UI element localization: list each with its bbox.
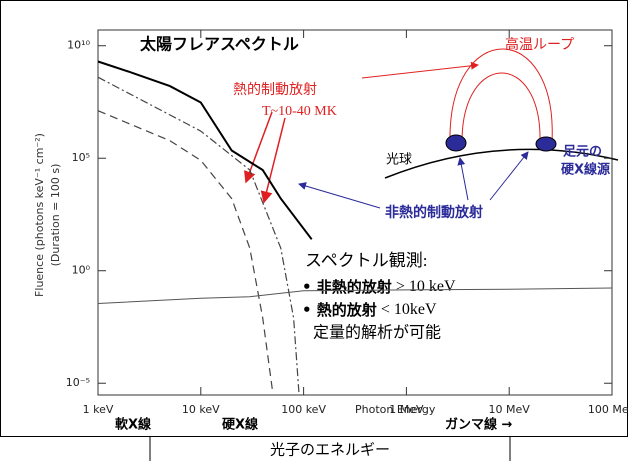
x-tick-label: 100 keV [281, 403, 326, 416]
annotation: 定量的解析が可能 [313, 324, 441, 342]
chart-title: 太陽フレアスペクトル [139, 35, 299, 54]
y-axis-label: Fluence (photons keV⁻¹ cm⁻²) [33, 133, 46, 297]
series-line [97, 60, 313, 240]
annotation-bold: • 熱的放射 [302, 301, 377, 319]
x-tick-label: 100 MeV [588, 403, 628, 416]
y-tick-label: 10⁵ [72, 151, 90, 164]
band-label: 硬X線 [222, 417, 259, 433]
series-line [97, 110, 274, 393]
x-tick-label: 1 keV [83, 403, 114, 416]
plot-area [97, 29, 613, 396]
x-tick-label: 1 MeV [389, 403, 424, 416]
y-tick-label: 10⁻⁵ [66, 376, 90, 389]
annotation: 高温ループ [505, 36, 574, 53]
band-label: ガンマ線 → [445, 417, 513, 433]
arrow [489, 151, 529, 201]
y-axis-note: (Duration = 100 s) [49, 164, 62, 267]
annotation: 足元の [563, 145, 602, 160]
arrow [457, 157, 469, 201]
x-axis-label: Photon Energy [355, 403, 436, 416]
arrow [298, 182, 381, 209]
arrow [361, 61, 479, 79]
bottom-box [149, 437, 511, 461]
annotation: • 非熱的放射 > 10 keV [302, 278, 456, 296]
y-tick-label: 10¹⁰ [67, 39, 90, 52]
loop-inner [461, 72, 541, 143]
annotation: 非熱的制動放射 [385, 204, 483, 221]
annotation-bold: • 非熱的放射 [302, 278, 392, 296]
footpoint [535, 136, 557, 152]
footpoint [445, 134, 467, 152]
photosphere-arc [384, 148, 619, 179]
annotation: < 10keV [377, 301, 437, 318]
annotation: T~10-40 MK [262, 104, 337, 119]
annotation: > 10 keV [392, 278, 456, 295]
annotation: • 熱的放射 < 10keV [302, 301, 437, 319]
annotation: スペクトル観測: [305, 251, 428, 270]
loop-outer [449, 48, 553, 143]
annotation: 硬X線源 [561, 162, 610, 178]
band-label: 軟X線 [115, 417, 152, 433]
y-tick-label: 10⁰ [72, 264, 91, 277]
series-line [97, 287, 613, 304]
arrow [260, 117, 286, 204]
x-tick-label: 10 MeV [489, 403, 531, 416]
annotation: 光球 [386, 153, 412, 168]
series-line [97, 76, 300, 393]
x-tick-label: 10 keV [182, 403, 220, 416]
annotation: 熱的制動放射 [233, 82, 317, 98]
bottom-label: 光子のエネルギー [270, 441, 390, 458]
